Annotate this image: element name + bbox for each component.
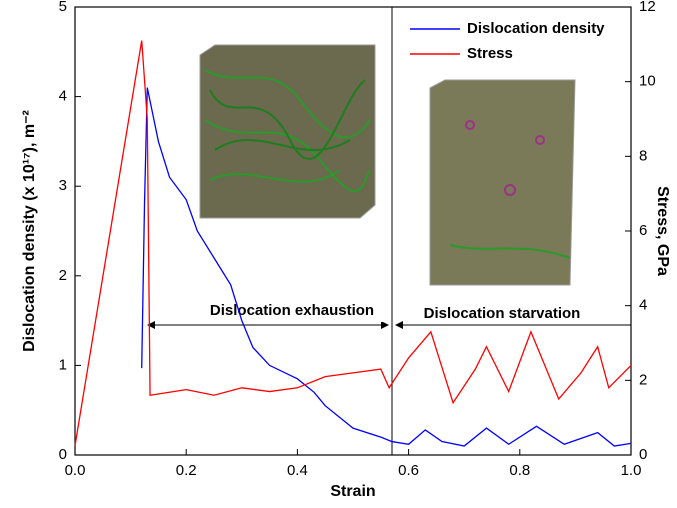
x-tick-label: 0.4 <box>287 462 308 479</box>
y-tick-label: 0 <box>59 446 67 463</box>
x-axis-label: Strain <box>330 483 375 500</box>
x-tick-label: 0.6 <box>398 462 419 479</box>
label-bg <box>197 300 387 322</box>
x-tick-label: 1.0 <box>621 462 642 479</box>
y-tick-label: 5 <box>59 0 67 15</box>
inset-starvation <box>429 79 576 286</box>
y-axis-label: Dislocation density (x 10¹⁷), m⁻² <box>21 110 38 352</box>
y2-tick-label: 0 <box>639 446 647 463</box>
legend-label: Stress <box>467 45 513 62</box>
annotation: Dislocation starvation <box>424 305 581 322</box>
x-tick-label: 0.8 <box>509 462 530 479</box>
y-tick-label: 4 <box>59 88 67 105</box>
y2-tick-label: 2 <box>639 371 647 388</box>
x-tick-label: 0.0 <box>65 462 86 479</box>
legend-label: Dislocation density <box>467 20 605 37</box>
y2-tick-label: 4 <box>639 297 647 314</box>
y2-tick-label: 6 <box>639 222 647 239</box>
y-tick-label: 3 <box>59 177 67 194</box>
y2-axis-label: Stress, GPa <box>654 186 671 276</box>
x-tick-label: 0.2 <box>176 462 197 479</box>
inset-exhaustion <box>199 44 376 219</box>
y2-tick-label: 12 <box>639 0 656 15</box>
y-tick-label: 1 <box>59 356 67 373</box>
y2-tick-label: 8 <box>639 147 647 164</box>
series-line <box>74 40 632 446</box>
y-tick-label: 2 <box>59 267 67 284</box>
annotation: Dislocation exhaustion <box>210 302 374 319</box>
y2-tick-label: 10 <box>639 73 656 90</box>
series-line <box>141 87 632 447</box>
